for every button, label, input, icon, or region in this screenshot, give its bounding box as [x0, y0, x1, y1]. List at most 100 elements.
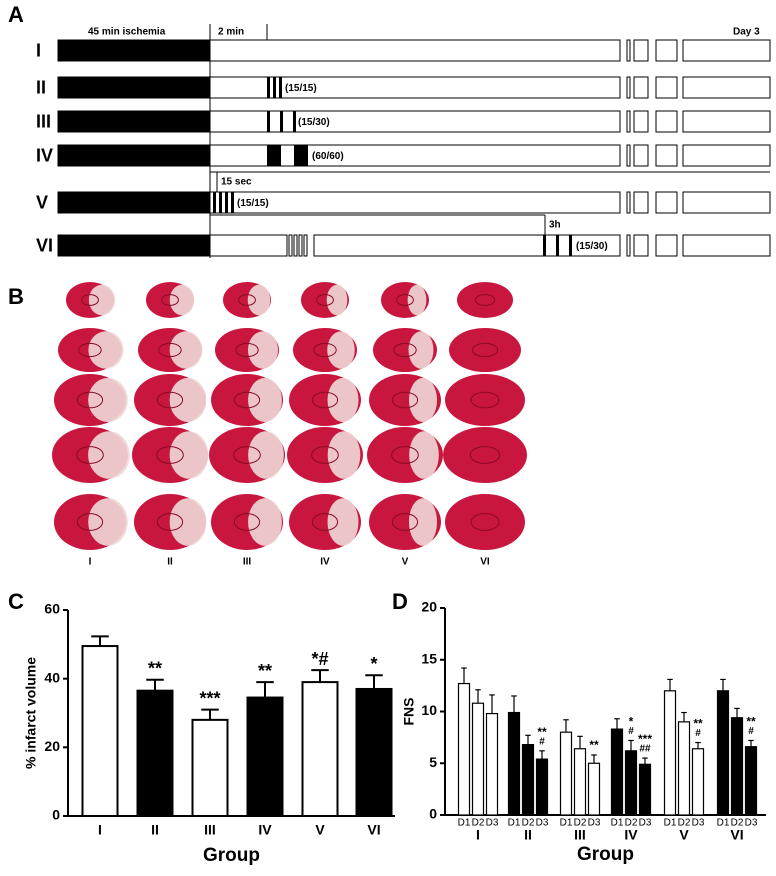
- bar: [136, 689, 174, 818]
- bar: [744, 746, 758, 816]
- reperfusion-bar: [682, 191, 771, 214]
- x-axis-label: Group: [203, 845, 260, 866]
- slice-label: II: [167, 557, 173, 568]
- infarct: [169, 331, 203, 369]
- reperfusion-bar: [209, 144, 621, 167]
- bar: [610, 728, 624, 816]
- break: [655, 110, 678, 133]
- ischemia-bar: [57, 144, 211, 167]
- y-tick-label: 10: [421, 702, 437, 718]
- break: [633, 191, 649, 214]
- y-tick-label: 15: [421, 650, 437, 666]
- infarct: [407, 284, 427, 316]
- postconditioning: [273, 77, 276, 98]
- bar: [355, 687, 393, 818]
- ventricle: [76, 513, 104, 531]
- infarct: [247, 331, 279, 369]
- x-tick-label: I: [98, 822, 102, 838]
- bar: [535, 758, 549, 816]
- day-label: D3: [692, 818, 705, 829]
- significance: **: [746, 715, 756, 729]
- brain-slice: [449, 328, 521, 372]
- infarct: [88, 377, 128, 423]
- break: [293, 234, 298, 257]
- row-label: IV: [36, 145, 53, 165]
- ventricle: [313, 342, 337, 358]
- x-tick-label: II: [151, 822, 159, 838]
- y-axis-label: % infarct volume: [23, 657, 39, 769]
- reperfusion-bar: [682, 144, 771, 167]
- y-tick-label: 20: [44, 738, 60, 754]
- significance: **: [693, 717, 703, 731]
- day-label: D3: [639, 818, 652, 829]
- break: [298, 234, 303, 257]
- significance: ##: [639, 744, 651, 755]
- ischemia-bar: [57, 76, 211, 99]
- break: [633, 234, 649, 257]
- header-reperfusion: 2 min: [218, 27, 244, 38]
- ischemia-bar: [57, 234, 211, 257]
- protocol-note: (15/30): [298, 117, 330, 128]
- day-label: D3: [486, 818, 499, 829]
- day-label: D2: [574, 818, 587, 829]
- y-axis-label: FNS: [401, 698, 417, 726]
- row-label: III: [36, 111, 51, 131]
- infarct: [409, 431, 439, 479]
- ventricle: [311, 446, 339, 464]
- x-tick-label: V: [315, 822, 325, 838]
- infarct: [169, 284, 195, 316]
- break: [626, 39, 631, 62]
- day-label: D2: [625, 818, 638, 829]
- header-end: Day 3: [733, 27, 760, 38]
- infarct: [169, 498, 207, 546]
- ventricle: [158, 342, 182, 358]
- bar: [663, 690, 677, 816]
- break: [655, 234, 678, 257]
- y-tick-label: 20: [421, 599, 437, 615]
- break: [626, 191, 631, 214]
- significance: **: [148, 658, 162, 678]
- infarct: [88, 431, 130, 479]
- ventricle: [396, 294, 414, 306]
- day-label: D2: [522, 818, 535, 829]
- ventricle: [76, 446, 104, 464]
- significance: *: [629, 715, 634, 729]
- brain-slice: [457, 282, 513, 318]
- significance: **: [589, 738, 599, 752]
- significance: #: [748, 726, 754, 737]
- protocol-note: (15/15): [285, 83, 317, 94]
- ventricle: [391, 446, 419, 464]
- significance: ***: [638, 732, 652, 746]
- ventricle: [474, 294, 496, 306]
- header-ischemia: 45 min ischemia: [88, 27, 166, 38]
- break: [633, 110, 649, 133]
- break: [626, 144, 631, 167]
- bar: [587, 762, 601, 816]
- postconditioning: [219, 192, 222, 213]
- panel-label: D: [392, 589, 408, 614]
- reperfusion-bar: [682, 234, 771, 257]
- significance: ***: [199, 688, 220, 708]
- infarct: [327, 331, 355, 369]
- ventricle: [470, 513, 500, 531]
- infarct: [248, 431, 284, 479]
- break: [626, 76, 631, 99]
- ventricle: [391, 391, 419, 409]
- day-label: D1: [717, 818, 730, 829]
- bar: [301, 681, 339, 817]
- ventricle: [391, 513, 419, 531]
- protocol-note: (60/60): [312, 151, 344, 162]
- bar: [559, 731, 573, 816]
- ventricle: [161, 294, 179, 306]
- slice-label: VI: [480, 557, 490, 568]
- brain-slice: [445, 374, 525, 426]
- slice-label: I: [89, 557, 92, 568]
- ventricle: [393, 342, 417, 358]
- y-tick-label: 40: [44, 669, 60, 685]
- brain-slice: [445, 494, 525, 550]
- postconditioning: [280, 111, 283, 132]
- ventricle: [469, 446, 501, 464]
- panel-label: C: [8, 589, 24, 614]
- significance: #: [695, 728, 701, 739]
- y-tick-label: 0: [52, 807, 60, 823]
